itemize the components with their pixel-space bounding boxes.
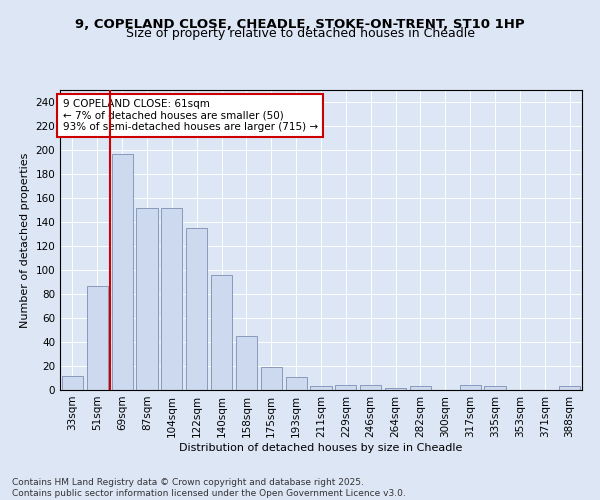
Bar <box>136 208 158 390</box>
Bar <box>460 385 481 390</box>
Bar <box>161 208 182 390</box>
Text: Size of property relative to detached houses in Cheadle: Size of property relative to detached ho… <box>125 28 475 40</box>
Bar <box>62 376 83 390</box>
Bar <box>360 385 381 390</box>
Text: 9, COPELAND CLOSE, CHEADLE, STOKE-ON-TRENT, ST10 1HP: 9, COPELAND CLOSE, CHEADLE, STOKE-ON-TRE… <box>75 18 525 30</box>
Bar <box>484 386 506 390</box>
Bar <box>236 336 257 390</box>
Bar <box>211 275 232 390</box>
Bar <box>112 154 133 390</box>
Bar <box>385 388 406 390</box>
Text: 9 COPELAND CLOSE: 61sqm
← 7% of detached houses are smaller (50)
93% of semi-det: 9 COPELAND CLOSE: 61sqm ← 7% of detached… <box>62 99 318 132</box>
Y-axis label: Number of detached properties: Number of detached properties <box>20 152 30 328</box>
Bar <box>310 386 332 390</box>
Bar <box>559 386 580 390</box>
Bar <box>335 385 356 390</box>
Bar <box>87 286 108 390</box>
Text: Contains HM Land Registry data © Crown copyright and database right 2025.
Contai: Contains HM Land Registry data © Crown c… <box>12 478 406 498</box>
Bar <box>286 377 307 390</box>
Bar <box>261 367 282 390</box>
Bar <box>410 386 431 390</box>
X-axis label: Distribution of detached houses by size in Cheadle: Distribution of detached houses by size … <box>179 442 463 452</box>
Bar <box>186 228 207 390</box>
